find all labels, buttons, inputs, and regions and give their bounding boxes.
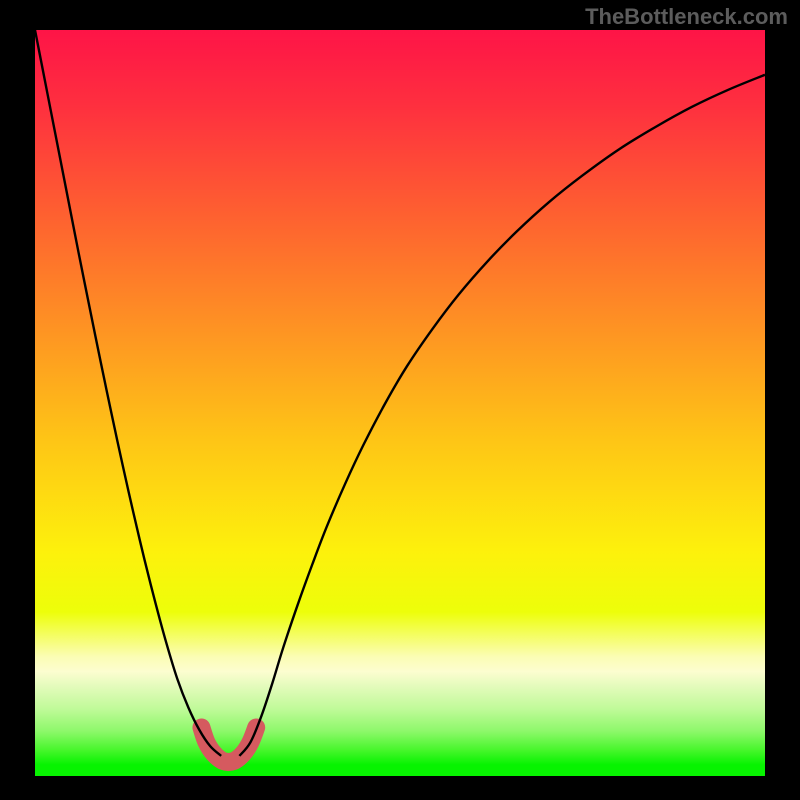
chart-frame: TheBottleneck.com <box>0 0 800 800</box>
chart-background <box>35 30 765 776</box>
bottleneck-chart <box>0 0 800 800</box>
watermark-text: TheBottleneck.com <box>585 4 788 30</box>
